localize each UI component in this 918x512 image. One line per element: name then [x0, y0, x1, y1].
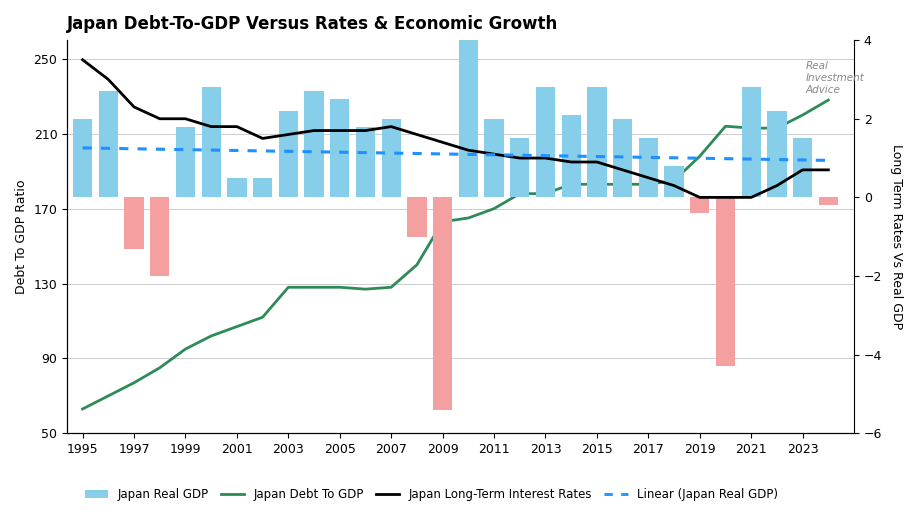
Bar — [510, 138, 530, 198]
Bar — [330, 99, 350, 198]
Bar — [665, 166, 684, 198]
Bar — [305, 91, 324, 198]
Bar — [536, 87, 555, 198]
Bar — [485, 119, 504, 198]
Bar — [73, 119, 92, 198]
Bar — [767, 111, 787, 198]
Bar — [279, 111, 298, 198]
Bar — [716, 198, 735, 367]
Bar — [613, 119, 633, 198]
Bar — [639, 138, 658, 198]
Y-axis label: Debt To GDP Ratio: Debt To GDP Ratio — [15, 180, 28, 294]
Bar — [408, 198, 427, 237]
Bar — [819, 198, 838, 205]
Legend: Japan Real GDP, Japan Debt To GDP, Japan Long-Term Interest Rates, Linear (Japan: Japan Real GDP, Japan Debt To GDP, Japan… — [80, 484, 783, 506]
Text: Japan Debt-To-GDP Versus Rates & Economic Growth: Japan Debt-To-GDP Versus Rates & Economi… — [67, 15, 558, 33]
Bar — [98, 91, 118, 198]
Bar — [176, 126, 196, 198]
Bar — [150, 198, 170, 276]
Bar — [433, 198, 453, 410]
Bar — [253, 178, 273, 198]
Bar — [124, 198, 143, 248]
Bar — [742, 87, 761, 198]
Text: Real
Investment
Advice: Real Investment Advice — [806, 61, 865, 95]
Bar — [588, 87, 607, 198]
Bar — [793, 138, 812, 198]
Bar — [202, 87, 221, 198]
Bar — [382, 119, 401, 198]
Bar — [356, 126, 375, 198]
Y-axis label: Long Term Rates Vs Real GDP: Long Term Rates Vs Real GDP — [890, 144, 903, 329]
Bar — [228, 178, 247, 198]
Bar — [562, 115, 581, 198]
Bar — [690, 198, 710, 213]
Bar — [459, 36, 478, 198]
